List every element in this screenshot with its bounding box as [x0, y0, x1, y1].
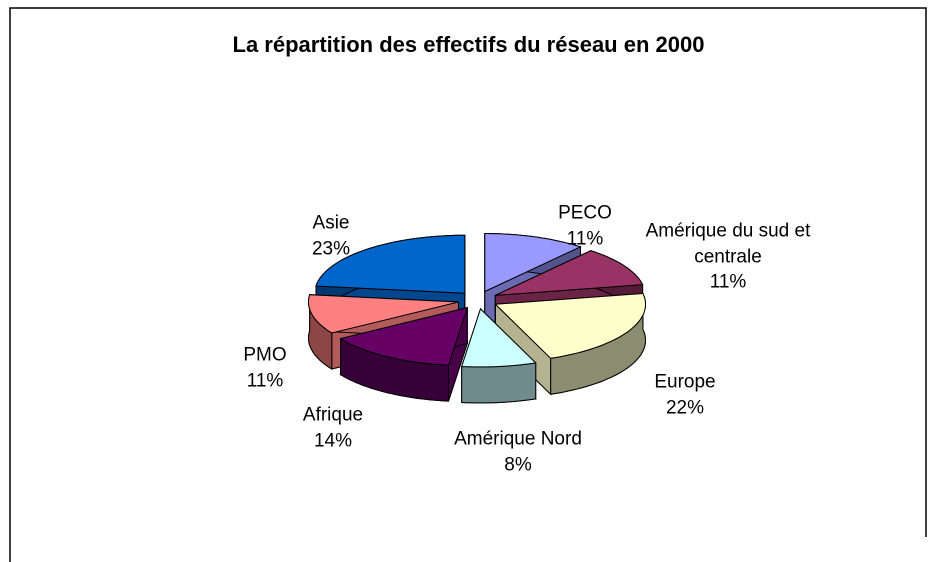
chart-border — [9, 7, 927, 562]
slice-top — [484, 233, 582, 293]
label-value: 23% — [311, 238, 351, 259]
slice-top — [308, 294, 459, 334]
data-label: Afrique 14% — [238, 402, 428, 453]
label-name: Asie — [312, 212, 350, 234]
label-value: 8% — [504, 454, 532, 475]
slice-top — [494, 250, 644, 296]
slice-top — [339, 306, 469, 366]
data-label: Europe 22% — [590, 369, 780, 420]
data-label: PMO 11% — [170, 342, 360, 393]
label-name: Amérique du sud et centrale — [645, 220, 811, 268]
label-name: Afrique — [302, 404, 364, 426]
slice — [461, 307, 537, 404]
label-name: Amérique Nord — [454, 428, 582, 450]
data-label: Amérique du sud et centrale 11% — [633, 219, 823, 296]
label-value: 14% — [313, 430, 353, 451]
slice — [339, 306, 469, 402]
label-value: 22% — [665, 397, 705, 418]
data-label: Amérique Nord 8% — [423, 426, 613, 477]
label-name: PECO — [558, 202, 612, 224]
data-label: Asie 23% — [236, 210, 426, 261]
label-name: PMO — [243, 344, 287, 366]
label-value: 11% — [709, 271, 747, 293]
slice-top — [315, 234, 466, 294]
data-label: PECO 11% — [490, 200, 680, 251]
slice-top — [461, 307, 537, 368]
label-value: 11% — [566, 228, 604, 249]
chart-title: La répartition des effectifs du réseau e… — [232, 32, 705, 57]
slice — [494, 292, 646, 396]
slice-wall — [461, 362, 537, 404]
label-name: Europe — [654, 371, 716, 393]
label-value: 11% — [246, 370, 284, 391]
slice-top — [494, 292, 646, 359]
